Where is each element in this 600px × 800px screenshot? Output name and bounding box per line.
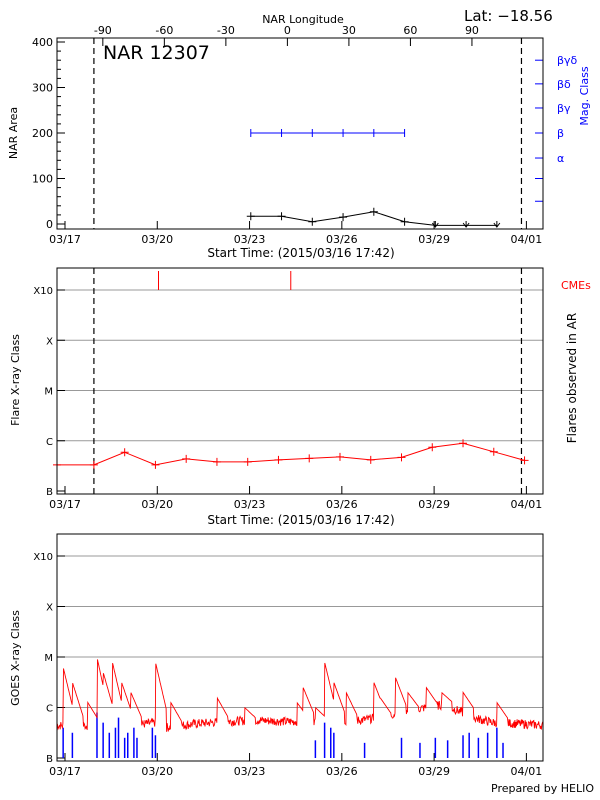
flare-point [212, 457, 221, 466]
goes-long-line [56, 659, 544, 732]
top-tick-label: -30 [217, 24, 235, 37]
x-tick-label: 03/26 [326, 765, 358, 778]
flare-point [182, 454, 191, 463]
flare-right-label: Flares observed in AR [565, 313, 579, 443]
x-tick-label: 03/20 [141, 765, 173, 778]
area-point [308, 217, 317, 226]
x-tick-label: 03/17 [49, 233, 81, 246]
flare-point [89, 460, 98, 469]
area-point-lower-limit [493, 221, 501, 228]
y-tick-label: 100 [32, 173, 53, 186]
y-tick-label: M [44, 653, 53, 664]
y-tick-label: 300 [32, 82, 53, 95]
mag-tick-label: βγδ [557, 54, 578, 67]
area-point-lower-limit [431, 221, 439, 228]
y-tick-label: X [46, 336, 53, 347]
y-tick-label: M [44, 387, 53, 398]
y-tick-label: X [46, 603, 53, 614]
flare-y-label: Flare X-ray Class [9, 334, 22, 426]
flare-point [459, 439, 468, 448]
mag-tick-label: β [557, 127, 564, 140]
credit: Prepared by HELIO [491, 782, 594, 795]
x-tick-label: 03/23 [234, 765, 266, 778]
top-tick-label: 60 [403, 24, 417, 37]
x-tick-label: 03/26 [326, 233, 358, 246]
cme-label: CMEs [561, 279, 591, 292]
top-axis-label: NAR Longitude [262, 13, 344, 26]
flare-line [57, 442, 525, 466]
mag-tick-label: βγ [557, 102, 571, 115]
x-tick-label: 03/29 [418, 765, 450, 778]
y-tick-label: B [46, 754, 53, 765]
flare-point [274, 455, 283, 464]
y-tick-label: X10 [33, 552, 53, 563]
nar-title: NAR 12307 [103, 42, 210, 64]
top-tick-label: -90 [94, 24, 112, 37]
flare-point [428, 443, 437, 452]
x-tick-label: 03/29 [418, 233, 450, 246]
y-tick-label: B [46, 487, 53, 498]
x-tick-label: 04/01 [511, 765, 543, 778]
mag-tick-label: α [557, 152, 564, 165]
area-point [339, 213, 348, 222]
plot-frame [56, 533, 544, 762]
flare-point [520, 456, 529, 465]
x-tick-label: 04/01 [511, 498, 543, 511]
y-tick-label: C [46, 437, 53, 448]
goes-xray-panel: B C M X X10 03/17 03/20 03/23 03/26 03/29 04/01 [33, 533, 544, 778]
x-tick-label: 03/23 [234, 498, 266, 511]
top-tick-label: -60 [155, 24, 173, 37]
flare-x-label: Start Time: (2015/03/16 17:42) [207, 513, 394, 527]
x-tick-label: 03/29 [418, 498, 450, 511]
y-tick-label: X10 [33, 286, 53, 297]
area-point [369, 207, 378, 216]
y-tick-label: 400 [32, 36, 53, 49]
y-tick-label: 200 [32, 127, 53, 140]
x-tick-label: 03/20 [141, 498, 173, 511]
x-tick-label: 03/17 [49, 765, 81, 778]
x-tick-label: 03/20 [141, 233, 173, 246]
flare-point [366, 455, 375, 464]
area-point [246, 212, 255, 221]
x-tick-label: 04/01 [511, 233, 543, 246]
top-tick-label: 90 [465, 24, 479, 37]
flare-point [120, 448, 129, 457]
x-tick-label: 03/26 [326, 498, 358, 511]
flare-point [305, 454, 314, 463]
top-tick-label: 0 [284, 24, 291, 37]
flare-class-panel: B C M X X10 03/17 03/20 03/23 03/26 03/29 04/01 [33, 267, 544, 511]
plot-frame [56, 37, 544, 230]
area-point [400, 217, 409, 226]
y-tick-label: 0 [46, 218, 53, 231]
lat-label: Lat: −18.56 [464, 7, 553, 25]
x-tick-label: 03/23 [234, 233, 266, 246]
flare-point [243, 457, 252, 466]
area-point-lower-limit [462, 221, 470, 228]
flare-point [151, 460, 160, 469]
flare-point [335, 452, 344, 461]
y-tick-label: C [46, 704, 53, 715]
plot-frame [56, 267, 544, 495]
mag-tick-label: βδ [557, 78, 571, 91]
nar-y-label: NAR Area [7, 107, 20, 159]
area-point [277, 212, 286, 221]
goes-y-label: GOES X-ray Class [9, 610, 22, 706]
flare-point [489, 447, 498, 456]
x-tick-label: 03/17 [49, 498, 81, 511]
flare-point [397, 453, 406, 462]
nar-x-label: Start Time: (2015/03/16 17:42) [207, 246, 394, 260]
mag-class-label: Mag. Class [578, 66, 591, 125]
top-tick-label: 30 [342, 24, 356, 37]
